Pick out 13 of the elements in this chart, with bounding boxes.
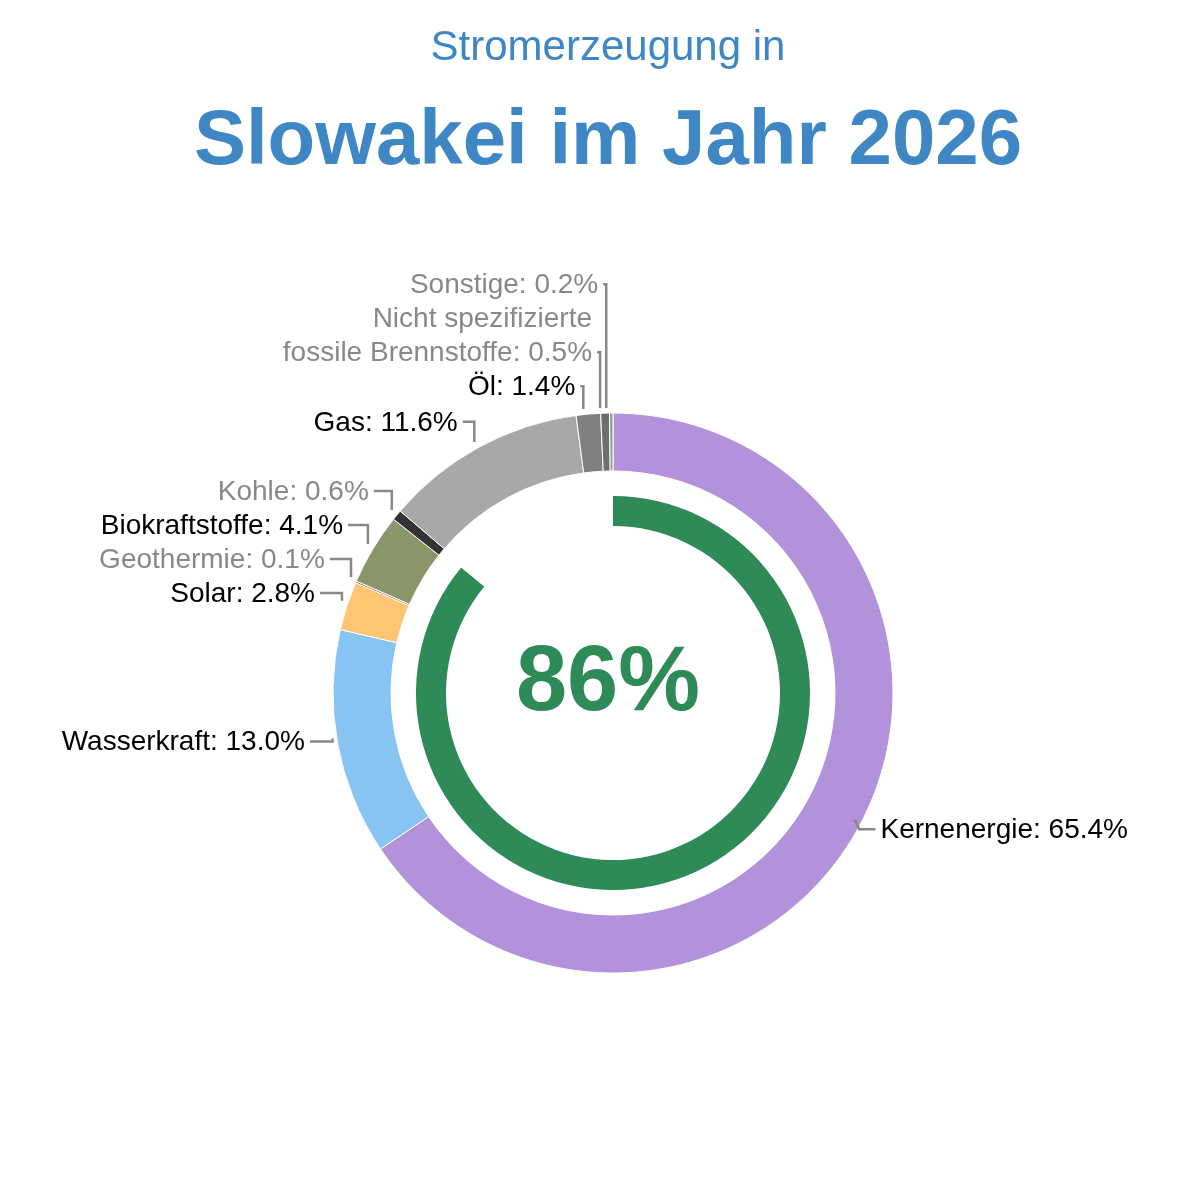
slice-label: Biokraftstoffe: 4.1% (100, 508, 344, 540)
slice-label: Kernenergie: 65.4% (880, 813, 1128, 845)
slice-label: Gas: 11.6% (313, 405, 458, 437)
chart-subtitle: Slowakei im Jahr 2026 (192, 92, 1024, 183)
slice-label: Öl: 1.4% (467, 370, 576, 402)
slice-label: Wasserkraft: 13.0% (61, 725, 305, 757)
slice-label: Geothermie: 0.1% (99, 542, 325, 574)
data-label: 86% (515, 627, 701, 729)
slice-label: Kohle: 0.6% (217, 474, 369, 506)
slice-label: Nicht spezifizierte fossile Brennstoffe: 0.5% (282, 302, 593, 368)
slice-label: Solar: 2.8% (170, 576, 316, 608)
chart-title: Stromerzeugung in (429, 22, 787, 70)
slice-label: Sonstige: 0.2% (409, 268, 599, 300)
